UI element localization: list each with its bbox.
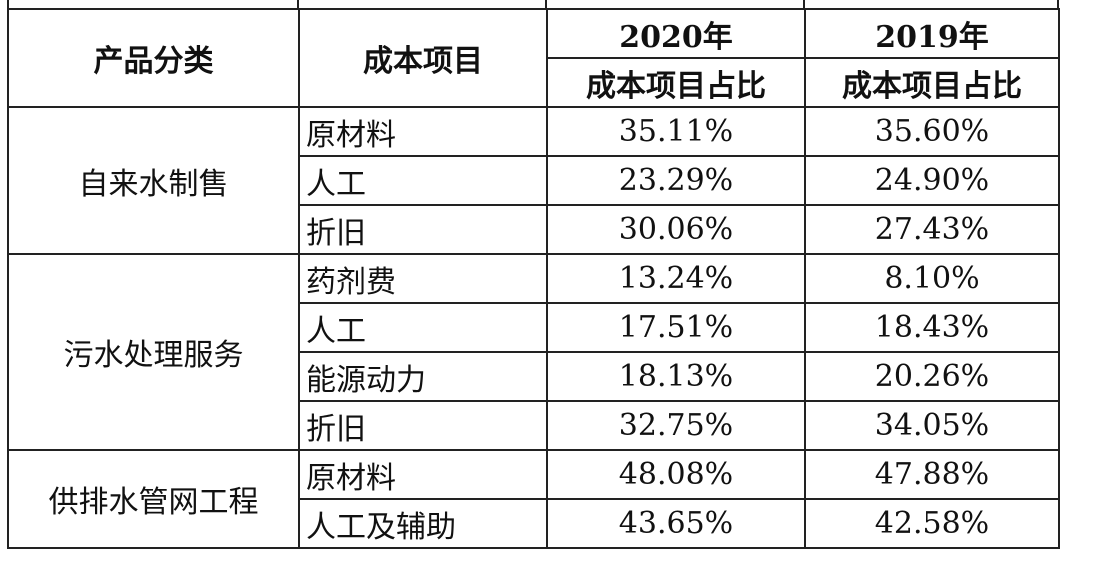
share-2019-cell: 42.58% [804,498,1060,549]
cost-item-cell: 原材料 [298,449,548,500]
cost-item-cell: 药剂费 [298,253,548,304]
table-border-stub [1057,0,1059,8]
share-2020-cell: 17.51% [546,302,806,353]
share-2019-cell: 18.43% [804,302,1060,353]
table-border-stub [7,0,9,8]
share-2020-cell: 13.24% [546,253,806,304]
share-2019-cell: 35.60% [804,106,1060,157]
table-border-stub [297,0,299,8]
header-share-2019: 成本项目占比 [804,57,1060,108]
share-2019-cell: 8.10% [804,253,1060,304]
table-row: 自来水制售 原材料 35.11% 35.60% [7,106,1060,255]
share-2020-cell: 35.11% [546,106,806,157]
category-cell: 供排水管网工程 [7,449,300,549]
share-2020-cell: 43.65% [546,498,806,549]
share-2019-cell: 24.90% [804,155,1060,206]
share-2020-cell: 23.29% [546,155,806,206]
share-2020-cell: 32.75% [546,400,806,451]
share-2019-cell: 20.26% [804,351,1060,402]
table-body: 自来水制售 原材料 35.11% 35.60% 人工 23.29% 24.90% 折旧 30.0… [7,106,1060,549]
table-row: 能源动力 18.13% 20.26% [8,351,1060,402]
cost-item-cell: 人工 [298,155,548,206]
table-row: 折旧 30.06% 27.43% [8,204,1060,255]
category-cell: 自来水制售 [7,106,300,255]
cost-item-cell: 能源动力 [298,351,548,402]
table-border-stub [545,0,547,8]
cost-item-cell: 人工 [298,302,548,353]
cost-item-cell: 原材料 [298,106,548,157]
cost-item-cell: 折旧 [298,400,548,451]
share-2019-cell: 27.43% [804,204,1060,255]
header-year-2020: 2020年 [546,8,806,59]
table-row: 人工 17.51% 18.43% [8,302,1060,353]
share-2020-cell: 30.06% [546,204,806,255]
share-2020-cell: 48.08% [546,449,806,500]
table-row: 人工及辅助 43.65% 42.58% [8,498,1060,549]
share-2020-cell: 18.13% [546,351,806,402]
cost-structure-table: 产品分类 成本项目 2020年 2019年 成本项目占比 成本项目占比 自来水制… [7,8,1060,549]
share-2019-cell: 47.88% [804,449,1060,500]
table-border-stub [803,0,805,8]
header-year-2019: 2019年 [804,8,1060,59]
table-row: 折旧 32.75% 34.05% [8,400,1060,451]
cost-item-cell: 人工及辅助 [298,498,548,549]
header-category: 产品分类 [7,8,300,108]
share-2019-cell: 34.05% [804,400,1060,451]
table-row: 人工 23.29% 24.90% [8,155,1060,206]
table-row: 污水处理服务 药剂费 13.24% 8.10% [7,253,1060,451]
cost-item-cell: 折旧 [298,204,548,255]
header-share-2020: 成本项目占比 [546,57,806,108]
category-cell: 污水处理服务 [7,253,300,451]
header-cost-item: 成本项目 [298,8,548,108]
table-row: 供排水管网工程 原材料 48.08% 47.88% [7,449,1060,549]
